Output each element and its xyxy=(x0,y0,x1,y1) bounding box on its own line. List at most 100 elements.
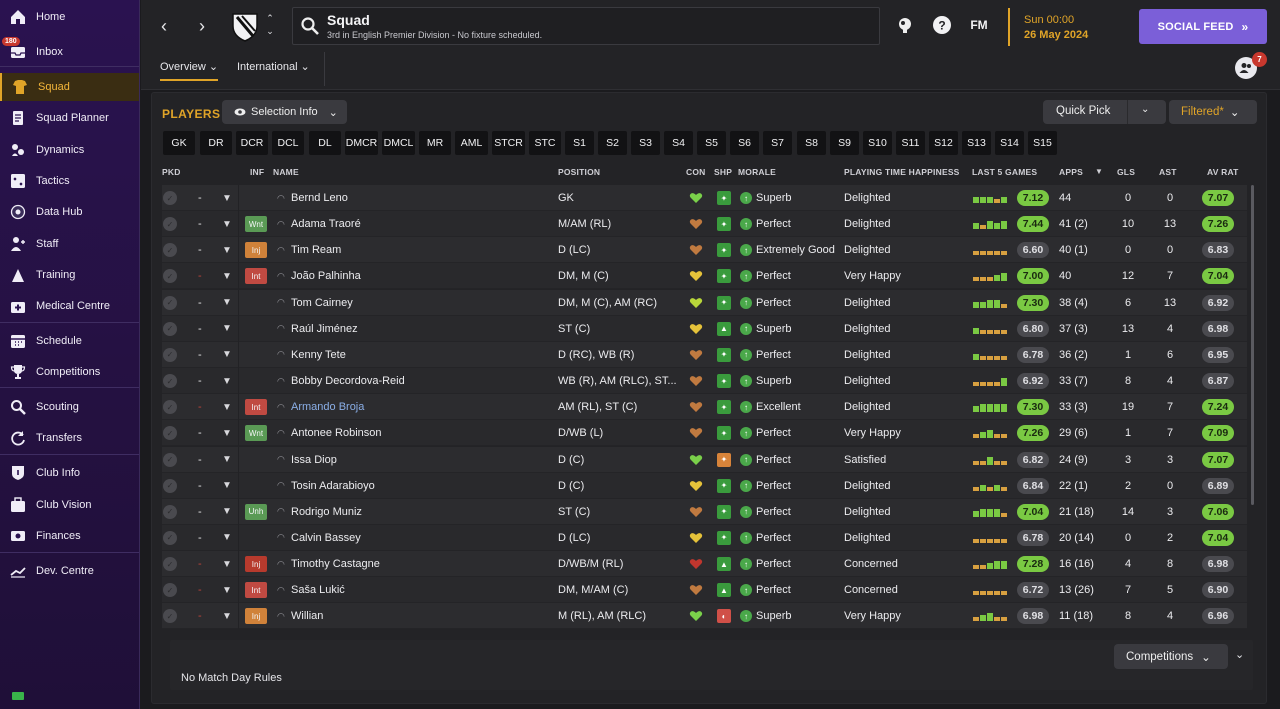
position-button-s14[interactable]: S14 xyxy=(995,131,1024,155)
position-button-s13[interactable]: S13 xyxy=(962,131,991,155)
position-button-s3[interactable]: S3 xyxy=(631,131,660,155)
table-row[interactable]: ✓ - ▼ Wnt ◠ Antonee Robinson D/WB (L) ✦ ↑ Perfect… xyxy=(162,420,1247,447)
penalty-taker-icon[interactable]: ✓ xyxy=(163,478,177,493)
position-button-s9[interactable]: S9 xyxy=(830,131,859,155)
position-button-stc[interactable]: STC xyxy=(529,131,561,155)
chevron-down-icon[interactable]: ▼ xyxy=(222,349,232,361)
position-button-dr[interactable]: DR xyxy=(200,131,232,155)
player-name[interactable]: Tom Cairney xyxy=(291,296,353,309)
penalty-taker-icon[interactable]: ✓ xyxy=(163,504,177,519)
penalty-taker-icon[interactable]: ✓ xyxy=(163,557,177,572)
chevron-down-icon[interactable]: ▼ xyxy=(222,610,232,622)
position-button-s8[interactable]: S8 xyxy=(797,131,826,155)
col-ast[interactable]: AST xyxy=(1159,167,1177,177)
col-morale[interactable]: MORALE xyxy=(738,167,777,177)
position-button-s5[interactable]: S5 xyxy=(697,131,726,155)
col-con[interactable]: CON xyxy=(686,167,706,177)
player-name[interactable]: Kenny Tete xyxy=(291,348,346,361)
club-crest-icon[interactable] xyxy=(231,12,259,42)
fm-logo-icon[interactable]: FM xyxy=(970,18,988,32)
sidebar-item-medical-centre[interactable]: Medical Centre xyxy=(0,292,139,320)
player-name[interactable]: Willian xyxy=(291,610,324,623)
position-button-s15[interactable]: S15 xyxy=(1028,131,1057,155)
sidebar-item-data-hub[interactable]: Data Hub xyxy=(0,198,139,226)
sidebar-item-club-info[interactable]: Club Info xyxy=(0,459,139,487)
sidebar-item-scouting[interactable]: Scouting xyxy=(0,393,139,421)
sidebar-item-club-vision[interactable]: Club Vision xyxy=(0,491,139,519)
col-last5[interactable]: LAST 5 GAMES xyxy=(972,167,1038,177)
penalty-taker-icon[interactable]: ✓ xyxy=(163,295,177,310)
selection-status[interactable]: - xyxy=(198,427,202,440)
table-row[interactable]: ✓ - ▼ ◠ Raúl Jiménez ST (C) ▲ ↑ Superb Delighted 6… xyxy=(162,315,1247,342)
competitions-dropdown[interactable]: Competitions ⌄ xyxy=(1114,644,1228,669)
selection-status[interactable]: - xyxy=(198,610,202,623)
selection-status[interactable]: - xyxy=(198,558,202,571)
selection-status[interactable]: - xyxy=(198,322,202,335)
table-row[interactable]: ✓ - ▼ Int ◠ Armando Broja AM (RL), ST (C) ✦ ↑ Exc… xyxy=(162,394,1247,421)
col-name[interactable]: NAME xyxy=(273,167,299,177)
player-name[interactable]: Bernd Leno xyxy=(291,192,348,204)
table-row[interactable]: ✓ - ▼ Inj ◠ Willian M (RL), AM (RLC) ◐ ↑ Superb Ve… xyxy=(162,603,1247,630)
player-name[interactable]: Rodrigo Muniz xyxy=(291,505,362,518)
table-row[interactable]: ✓ - ▼ ◠ Kenny Tete D (RC), WB (R) ✦ ↑ Perfect Del… xyxy=(162,341,1247,368)
player-name[interactable]: Antonee Robinson xyxy=(291,427,382,440)
table-row[interactable]: ✓ - ▼ Wnt ◠ Adama Traoré M/AM (RL) ✦ ↑ Perfect Del… xyxy=(162,211,1247,238)
selection-status[interactable]: - xyxy=(198,505,202,518)
selection-info-button[interactable]: Selection Info ⌄ xyxy=(222,100,347,124)
player-name[interactable]: João Palhinha xyxy=(291,270,361,283)
selection-status[interactable]: - xyxy=(198,584,202,597)
sidebar-item-tactics[interactable]: Tactics xyxy=(0,167,139,195)
sidebar-item-schedule[interactable]: Schedule xyxy=(0,327,139,355)
sidebar-item-dev-centre[interactable]: Dev. Centre xyxy=(0,557,139,585)
position-button-aml[interactable]: AML xyxy=(455,131,488,155)
position-button-s10[interactable]: S10 xyxy=(863,131,892,155)
table-row[interactable]: ✓ - ▼ ◠ Bobby Decordova-Reid WB (R), AM (RLC)… xyxy=(162,368,1247,395)
sidebar-item-squad[interactable]: Squad xyxy=(0,73,139,101)
selection-status[interactable]: - xyxy=(198,296,202,309)
chevron-down-icon[interactable]: ▼ xyxy=(222,218,232,230)
selection-status[interactable]: - xyxy=(198,192,202,204)
position-button-dmcr[interactable]: DMCR xyxy=(345,131,378,155)
penalty-taker-icon[interactable]: ✓ xyxy=(163,426,177,441)
selection-status[interactable]: - xyxy=(198,218,202,231)
selection-status[interactable]: - xyxy=(198,531,202,544)
penalty-taker-icon[interactable]: ✓ xyxy=(163,347,177,362)
player-name[interactable]: Issa Diop xyxy=(291,453,337,466)
chevron-down-icon[interactable]: ▼ xyxy=(222,480,232,492)
col-playing-time[interactable]: PLAYING TIME HAPPINESS xyxy=(844,167,960,177)
col-avrat[interactable]: AV RAT xyxy=(1207,167,1239,177)
selection-status[interactable]: - xyxy=(198,453,202,466)
col-apps[interactable]: APPS xyxy=(1059,167,1083,177)
position-button-s6[interactable]: S6 xyxy=(730,131,759,155)
position-button-dcr[interactable]: DCR xyxy=(236,131,268,155)
sidebar-item-staff[interactable]: Staff xyxy=(0,230,139,258)
penalty-taker-icon[interactable]: ✓ xyxy=(163,243,177,258)
player-name[interactable]: Timothy Castagne xyxy=(291,558,380,571)
col-shp[interactable]: SHP xyxy=(714,167,733,177)
table-row[interactable]: ✓ - ▼ ◠ Bernd Leno GK ✦ ↑ Superb Delighted 7.12 44 0… xyxy=(162,185,1247,211)
player-name[interactable]: Raúl Jiménez xyxy=(291,322,358,335)
position-button-s7[interactable]: S7 xyxy=(763,131,792,155)
chevron-down-icon[interactable]: ⌄ xyxy=(1141,104,1150,115)
chevron-down-icon[interactable]: ▼ xyxy=(222,192,232,204)
table-row[interactable]: ✓ - ▼ ◠ Issa Diop D (C) ✦ ↑ Perfect Satisfied 6.82… xyxy=(162,446,1247,473)
position-button-s11[interactable]: S11 xyxy=(896,131,925,155)
position-button-dl[interactable]: DL xyxy=(309,131,341,155)
position-button-s1[interactable]: S1 xyxy=(565,131,594,155)
forward-icon[interactable]: › xyxy=(199,15,205,36)
sidebar-item-inbox[interactable]: Inbox xyxy=(0,38,139,66)
tab-international[interactable]: International ⌄ xyxy=(237,60,310,74)
social-feed-button[interactable]: SOCIAL FEED » xyxy=(1139,9,1267,44)
penalty-taker-icon[interactable]: ✓ xyxy=(163,321,177,336)
player-name[interactable]: Adama Traoré xyxy=(291,218,361,231)
table-row[interactable]: ✓ - ▼ ◠ Tom Cairney DM, M (C), AM (RC) ✦ ↑ Perfe… xyxy=(162,289,1247,316)
col-inf[interactable]: INF xyxy=(250,167,265,177)
table-row[interactable]: ✓ - ▼ Inj ◠ Tim Ream D (LC) ✦ ↑ Extremely Good Del… xyxy=(162,237,1247,264)
tab-overview[interactable]: Overview ⌄ xyxy=(160,60,219,81)
chevron-down-icon[interactable]: ▼ xyxy=(222,532,232,544)
sidebar-item-home[interactable]: Home xyxy=(0,3,139,31)
selection-status[interactable]: - xyxy=(198,375,202,388)
brain-icon[interactable] xyxy=(894,14,916,36)
search-icon[interactable] xyxy=(300,16,320,36)
penalty-taker-icon[interactable]: ✓ xyxy=(163,452,177,467)
